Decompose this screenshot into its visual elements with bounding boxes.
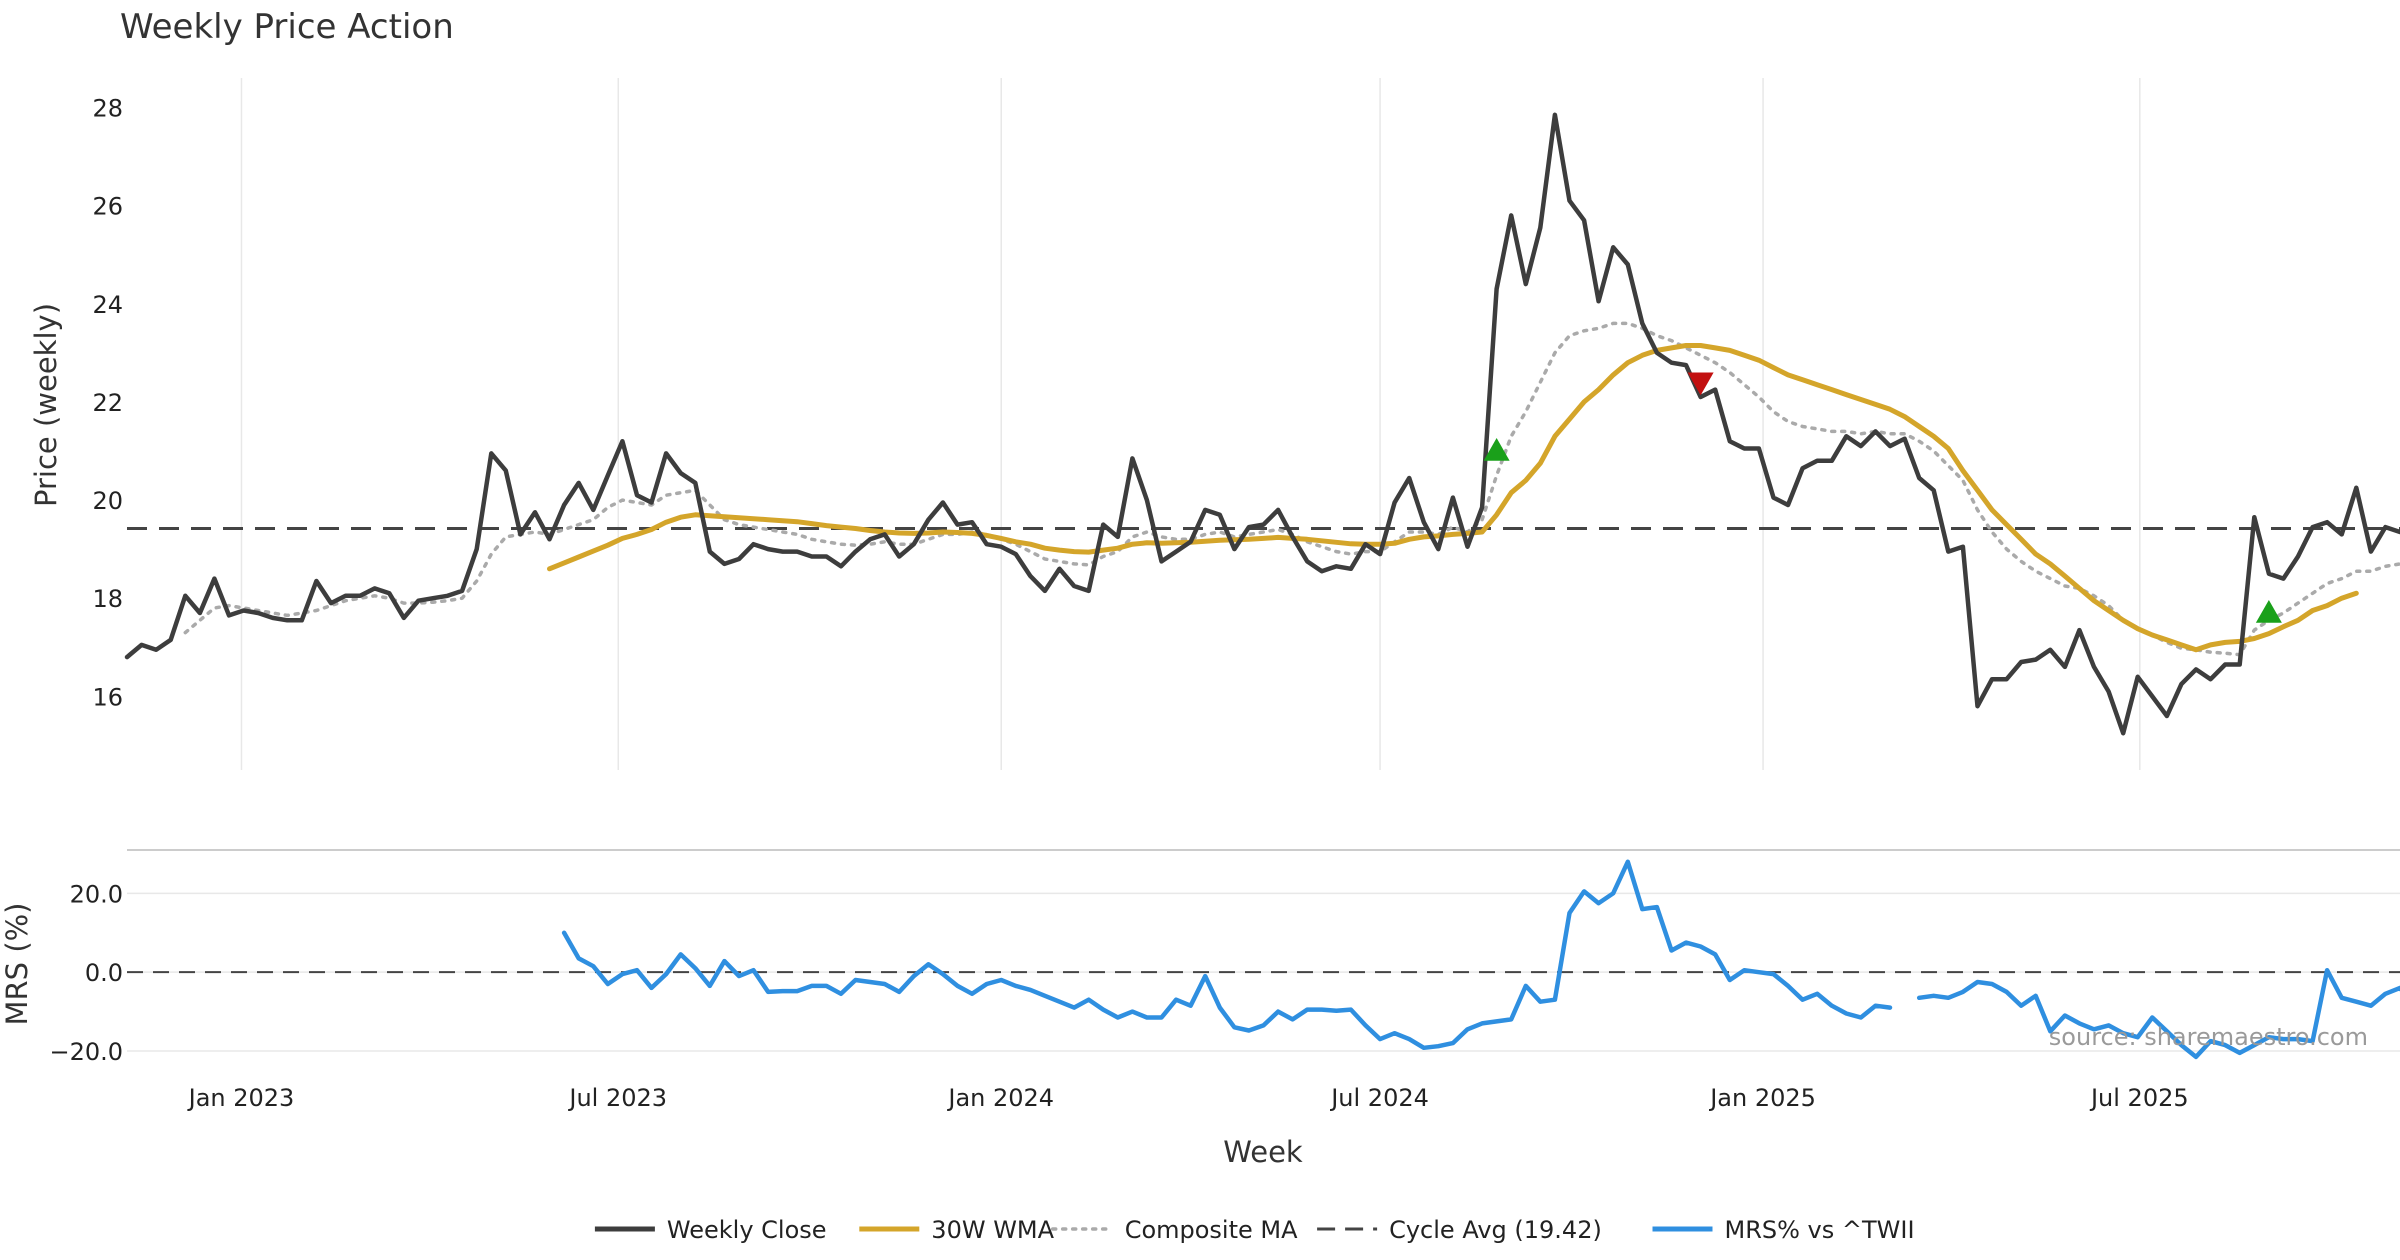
- mrs-y-tick-label: 0.0: [85, 959, 123, 987]
- source-note: source: sharemaestro.com: [2049, 1023, 2368, 1051]
- buy-signal-marker: [1483, 437, 1510, 461]
- y-tick-label: 28: [92, 94, 123, 122]
- y-tick-label: 22: [92, 389, 123, 417]
- price-y-axis-label: Price (weekly): [29, 303, 63, 507]
- legend-item-weekly-close: Weekly Close: [594, 1216, 827, 1244]
- x-tick-label: Jan 2025: [1708, 1084, 1816, 1112]
- x-tick-label: Jul 2024: [1329, 1084, 1429, 1112]
- x-tick-label: Jul 2025: [2089, 1084, 2189, 1112]
- signal-markers: [1483, 372, 2282, 623]
- price-panel-grid: [240, 78, 2141, 770]
- weekly-close-series-line: [124, 112, 2400, 736]
- mrs-y-tick-label: 20.0: [70, 880, 123, 908]
- y-tick-label: 24: [92, 291, 123, 319]
- legend-label: 30W WMA: [931, 1216, 1054, 1244]
- buy-signal-marker: [2255, 599, 2282, 623]
- mrs-series: [561, 859, 2400, 1060]
- legend-item-mrs-vs-twii: MRS% vs ^TWII: [1652, 1216, 1915, 1244]
- legend-item-cycle-avg-19-42: Cycle Avg (19.42): [1317, 1216, 1602, 1244]
- sell-signal-marker: [1687, 372, 1714, 396]
- mrs-y-axis: 20.0 0.0 −20.0: [49, 880, 123, 1066]
- legend-label: MRS% vs ^TWII: [1725, 1216, 1915, 1244]
- y-tick-label: 20: [92, 487, 123, 515]
- legend-item-30w-wma: 30W WMA: [859, 1216, 1055, 1244]
- mrs-series-line: [561, 859, 2400, 1060]
- legend-label: Composite MA: [1125, 1216, 1298, 1244]
- legend: Weekly Close 30W WMA Composite MA Cycle Avg…: [594, 1216, 1915, 1244]
- y-tick-label: 16: [92, 683, 123, 711]
- x-axis: Jan 2023 Jul 2023 Jan 2024 Jul 2024 Jan 2025…: [187, 1084, 2189, 1112]
- y-tick-label: 26: [92, 193, 123, 221]
- 30w-wma-series-line: [547, 343, 2359, 653]
- x-axis-label: Week: [1223, 1135, 1303, 1169]
- price-y-axis: 16 18 20 22 24 26 28: [92, 94, 123, 711]
- chart-title: Weekly Price Action: [120, 7, 454, 47]
- x-tick-label: Jul 2023: [567, 1084, 667, 1112]
- x-tick-label: Jan 2024: [946, 1084, 1054, 1112]
- price-series: [124, 112, 2400, 736]
- reference-lines: [127, 527, 2400, 974]
- mrs-y-tick-label: −20.0: [49, 1038, 123, 1066]
- x-tick-label: Jan 2023: [187, 1084, 295, 1112]
- y-tick-label: 18: [92, 585, 123, 613]
- legend-label: Weekly Close: [667, 1216, 827, 1244]
- mrs-y-axis-label: MRS (%): [0, 903, 34, 1026]
- legend-item-composite-ma: Composite MA: [1050, 1216, 1298, 1244]
- legend-label: Cycle Avg (19.42): [1389, 1216, 1602, 1244]
